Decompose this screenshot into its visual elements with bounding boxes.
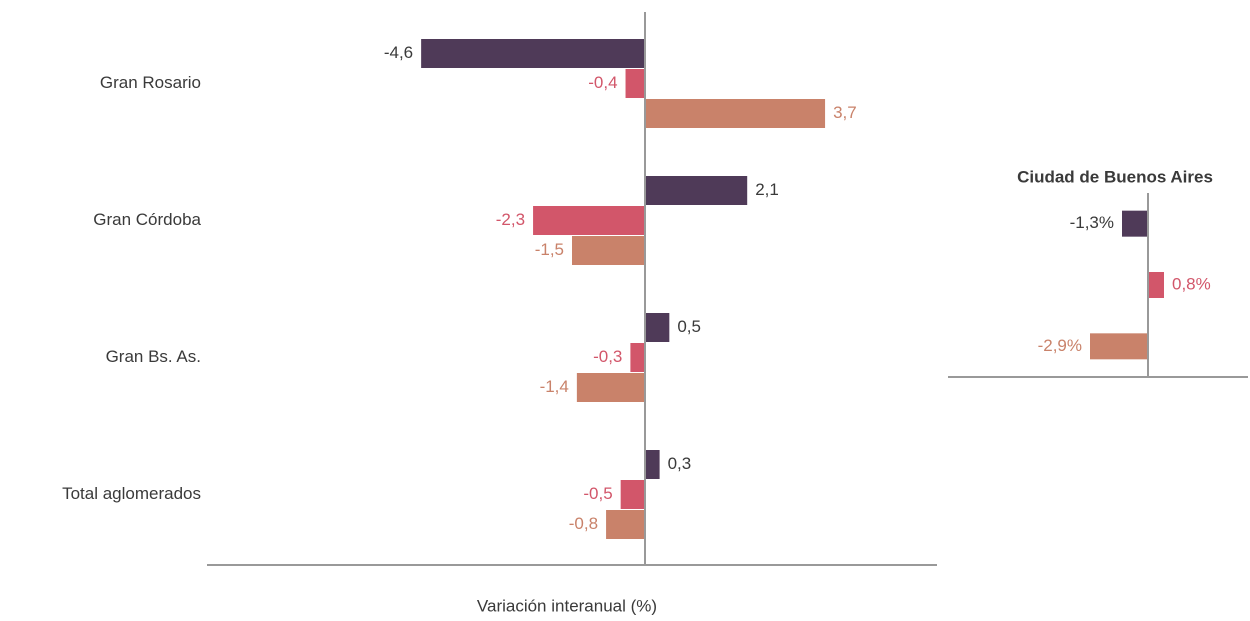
bar xyxy=(645,99,826,128)
value-label: -1,4 xyxy=(540,377,569,396)
bar xyxy=(421,39,645,68)
bar xyxy=(645,313,670,342)
bar xyxy=(625,69,645,98)
value-label: 3,7 xyxy=(833,103,857,122)
bar xyxy=(630,343,645,372)
value-label: -1,5 xyxy=(535,240,564,259)
bar xyxy=(1090,333,1148,360)
bar xyxy=(533,206,645,235)
value-label: 0,8% xyxy=(1172,274,1211,293)
bar xyxy=(620,480,645,509)
value-label: -2,9% xyxy=(1038,336,1082,355)
value-label: -4,6 xyxy=(384,43,413,62)
value-label: 0,5 xyxy=(677,317,701,336)
inset-title: Ciudad de Buenos Aires xyxy=(1017,167,1213,186)
bar xyxy=(645,450,660,479)
bar xyxy=(1148,272,1164,298)
x-axis-label: Variación interanual (%) xyxy=(477,596,657,615)
value-label: 2,1 xyxy=(755,180,779,199)
value-label: -0,5 xyxy=(583,484,612,503)
bar xyxy=(606,510,645,539)
value-label: -0,3 xyxy=(593,347,622,366)
value-label: -0,8 xyxy=(569,514,598,533)
value-label: 0,3 xyxy=(668,454,692,473)
value-label: -0,4 xyxy=(588,73,617,92)
category-label: Gran Rosario xyxy=(100,73,201,92)
value-label: -1,3% xyxy=(1070,213,1114,232)
category-label: Gran Bs. As. xyxy=(106,347,201,366)
bar xyxy=(572,236,645,265)
bar xyxy=(576,373,645,402)
bar xyxy=(1122,210,1148,237)
value-label: -2,3 xyxy=(496,210,525,229)
category-label: Total aglomerados xyxy=(62,484,201,503)
category-label: Gran Córdoba xyxy=(93,210,201,229)
bar xyxy=(645,176,748,205)
